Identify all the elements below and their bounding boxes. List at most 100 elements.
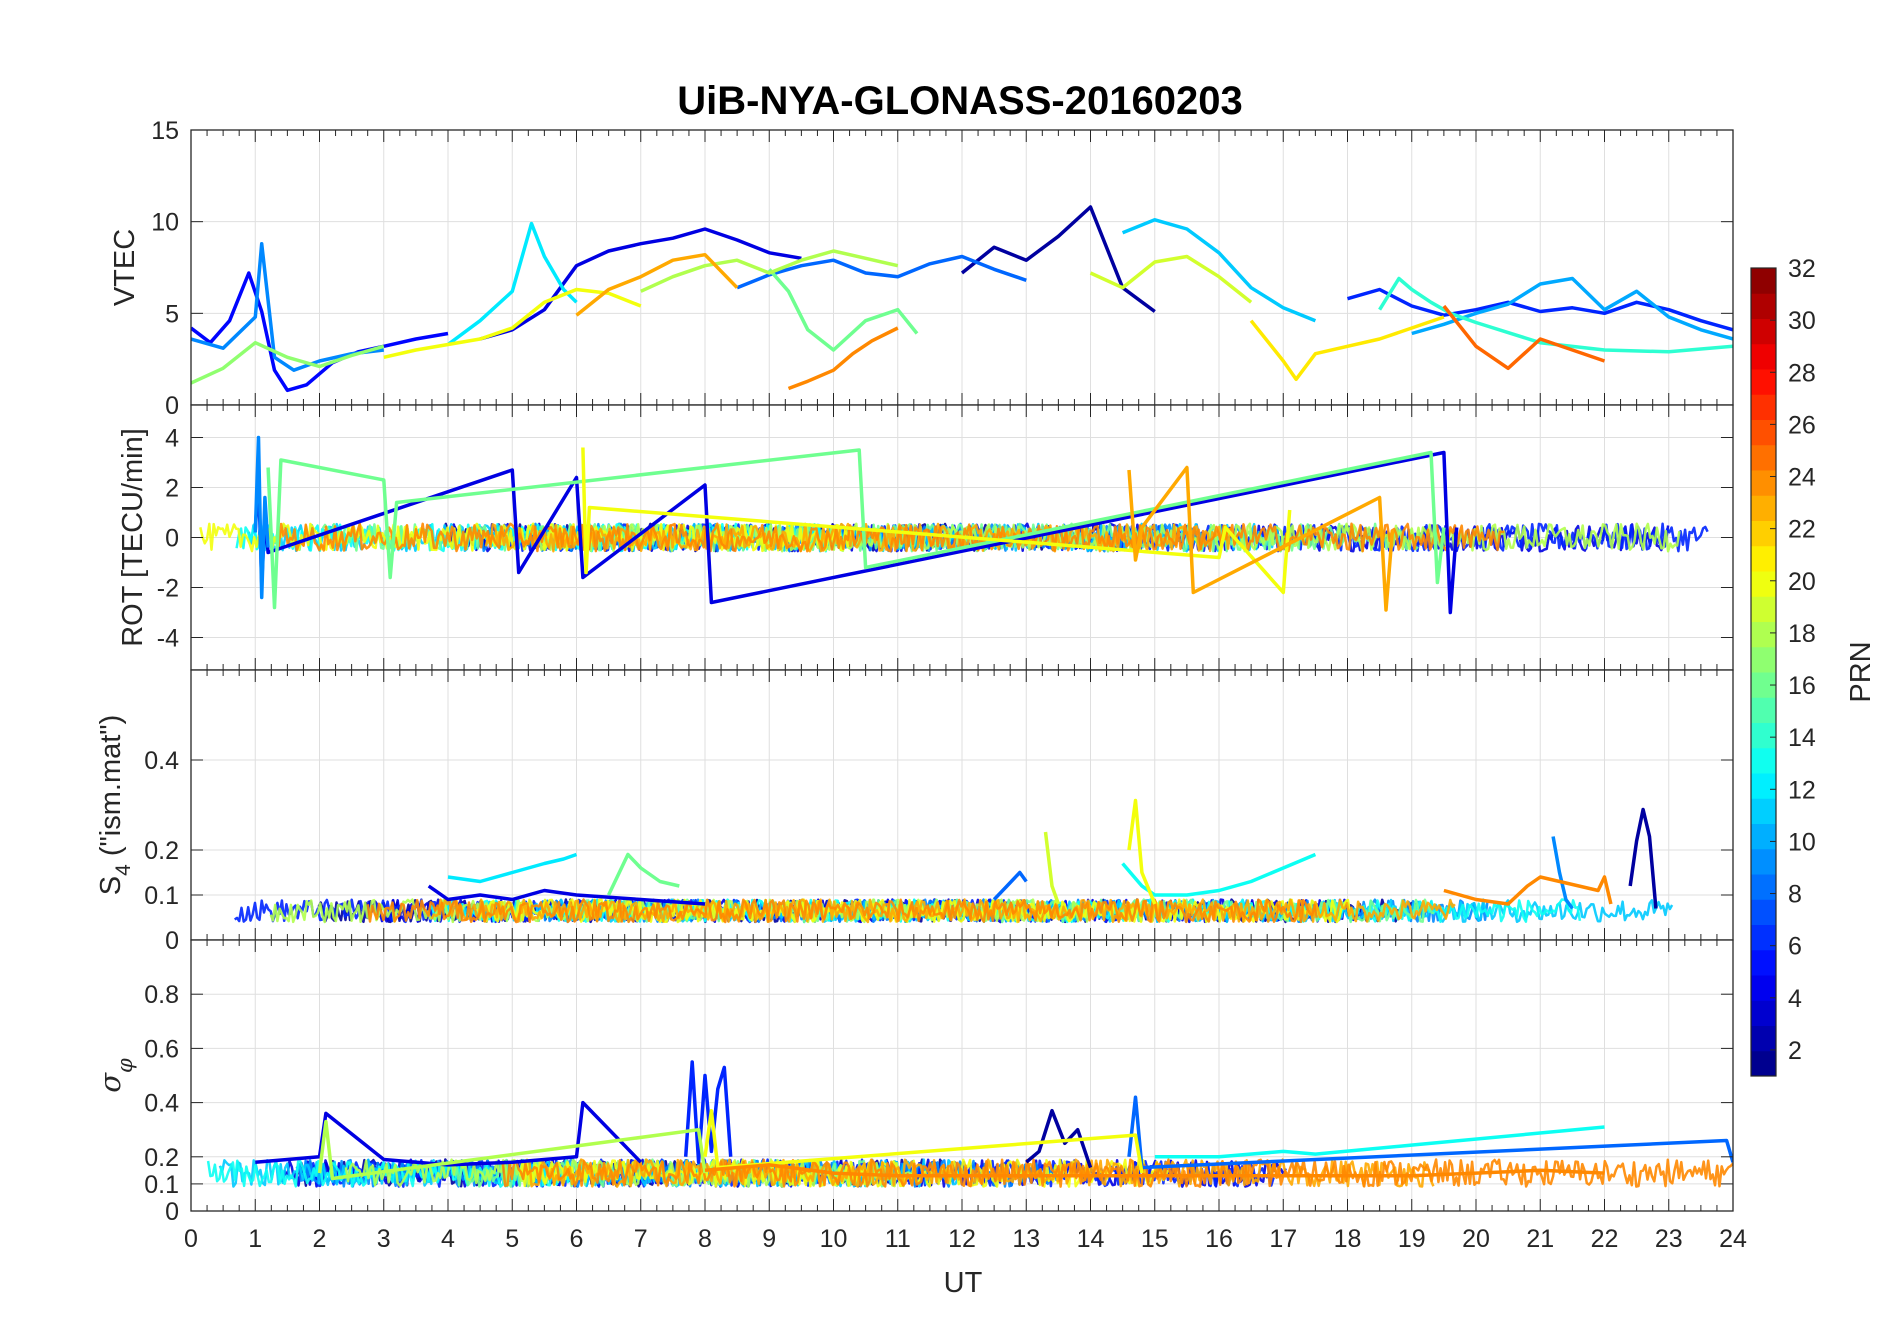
y-tick-label: 15 — [151, 117, 179, 145]
x-tick-label: 10 — [820, 1225, 848, 1253]
colorbar-swatch — [1751, 419, 1776, 446]
x-tick-label: 12 — [948, 1225, 976, 1253]
colorbar-tick-label: 10 — [1788, 828, 1816, 856]
series-prn-24 — [1443, 875, 1613, 906]
y-tick-label: 0.4 — [144, 747, 179, 775]
y-tick-label: 5 — [165, 300, 179, 328]
colorbar-tick-label: 26 — [1788, 411, 1816, 439]
colorbar-swatch — [1751, 621, 1776, 648]
series-prn-25 — [1442, 304, 1606, 371]
colorbar-swatch — [1751, 747, 1776, 774]
x-tick-label: 13 — [1012, 1225, 1040, 1253]
x-tick-label: 1 — [248, 1225, 262, 1253]
series-prn-13 — [1154, 1125, 1605, 1159]
colorbar-tick-label: 24 — [1788, 464, 1816, 492]
x-tick-label: 3 — [377, 1225, 391, 1253]
grid — [191, 670, 1733, 941]
x-tick-label: 5 — [505, 1225, 519, 1253]
colorbar-swatch — [1751, 268, 1776, 294]
chart-title: UiB-NYA-GLONASS-20160203 — [677, 79, 1242, 123]
colorbar-swatch — [1751, 975, 1776, 1001]
colorbar-swatch — [1751, 773, 1776, 799]
series-prn-23 — [575, 252, 739, 317]
y-tick-label: 0.6 — [144, 1035, 179, 1063]
series-prn-19 — [1043, 831, 1061, 905]
x-tick-label: 9 — [762, 1225, 776, 1253]
colorbar-swatch — [1751, 596, 1776, 622]
series-prn-9 — [191, 241, 384, 372]
colorbar-swatch — [1751, 293, 1776, 319]
series-lines — [191, 205, 1733, 393]
series-prn-13 — [1121, 852, 1317, 897]
x-tick-label: 21 — [1526, 1225, 1554, 1253]
colorbar-label: PRN — [1845, 641, 1877, 702]
x-tick-label: 4 — [441, 1225, 455, 1253]
noise-trace-prn-24 — [366, 898, 1318, 924]
colorbar-swatch — [1751, 899, 1776, 925]
x-tick-label: 7 — [634, 1225, 648, 1253]
ticks — [190, 670, 1734, 941]
series-prn-4 — [479, 227, 802, 341]
noise-trace-prn-24 — [275, 522, 1505, 553]
series-prn-2 — [1628, 807, 1658, 909]
x-tick-label: 24 — [1719, 1225, 1747, 1253]
colorbar-swatch — [1751, 318, 1776, 345]
y-tick-label: 0 — [165, 1198, 179, 1226]
series-prn-6 — [683, 1060, 733, 1164]
y-tick-label: 0 — [165, 392, 179, 420]
colorbar-swatch — [1751, 823, 1776, 850]
colorbar-swatch — [1751, 495, 1776, 521]
y-tick-label: 0.1 — [144, 882, 179, 910]
colorbar-tick-label: 32 — [1788, 255, 1816, 283]
colorbar-swatch — [1751, 571, 1776, 597]
y-tick-label: 2 — [165, 475, 179, 503]
colorbar-tick-label: 18 — [1788, 620, 1816, 648]
series-prn-2 — [1025, 1108, 1093, 1169]
x-tick-label: 2 — [313, 1225, 327, 1253]
colorbar-swatch — [1751, 924, 1776, 951]
ticks — [190, 940, 1734, 1212]
series-lines — [233, 798, 1674, 924]
x-tick-label: 19 — [1398, 1225, 1426, 1253]
x-tick-label: 0 — [184, 1225, 198, 1253]
series-prn-4 — [427, 884, 706, 906]
y-tick-label: 4 — [165, 425, 179, 453]
series-prn-18 — [640, 249, 899, 293]
series-prn-21 — [1249, 315, 1445, 382]
y-tick-label: 0.2 — [144, 1144, 179, 1172]
colorbar-tick-label: 12 — [1788, 776, 1816, 804]
colorbar-tick-label: 2 — [1788, 1037, 1802, 1065]
colorbar-tick-label: 14 — [1788, 724, 1816, 752]
x-tick-label: 14 — [1077, 1225, 1105, 1253]
colorbar-swatch — [1751, 520, 1776, 547]
x-tick-label: 17 — [1269, 1225, 1297, 1253]
colorbar-frame — [1750, 267, 1777, 1077]
colorbar-tick-label: 30 — [1788, 307, 1816, 335]
y-axis-label: VTEC — [109, 229, 141, 306]
colorbar-swatch — [1751, 697, 1776, 723]
x-tick-label: 8 — [698, 1225, 712, 1253]
y-tick-label: -4 — [157, 625, 179, 653]
colorbar-tick-label: 22 — [1788, 516, 1816, 544]
colorbar-swatch — [1751, 369, 1776, 395]
panel-2: -4 -2 0 2 4 ROT [TECU/min] — [117, 404, 1734, 671]
colorbar-swatch — [1751, 545, 1776, 572]
colorbar-tick-label: 8 — [1788, 881, 1802, 909]
y-tick-label: 0.1 — [144, 1171, 179, 1199]
colorbar-swatch — [1751, 798, 1776, 824]
colorbar-swatch — [1751, 646, 1776, 673]
x-tick-label: 20 — [1462, 1225, 1490, 1253]
series-prn-9 — [1551, 836, 1574, 910]
x-tick-label: 22 — [1591, 1225, 1619, 1253]
y-tick-label: 0 — [165, 927, 179, 955]
series-prn-23 — [1127, 465, 1395, 612]
series-lines — [199, 435, 1709, 615]
panel-3: 0 0.1 0.2 0.4 S4 ("ism.mat") — [95, 669, 1734, 955]
series-lines — [206, 1060, 1733, 1188]
series-prn-24 — [704, 1163, 1605, 1178]
y-tick-label: 0.8 — [144, 981, 179, 1009]
series-prn-20 — [581, 447, 1292, 595]
